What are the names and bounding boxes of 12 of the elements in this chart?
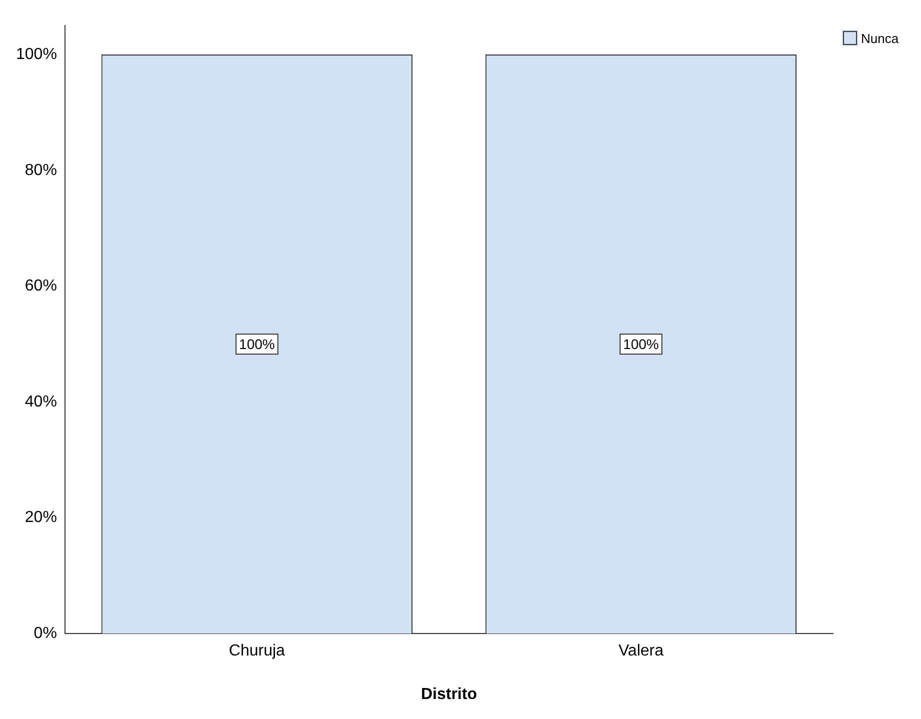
y-tick-label: 40%	[24, 393, 57, 410]
y-tick-label: 100%	[16, 46, 57, 63]
legend-label: Nunca	[861, 30, 899, 46]
y-tick-label: 60%	[24, 278, 57, 295]
data-label: 100%	[623, 336, 659, 352]
x-axis-title: Distrito	[420, 686, 478, 703]
x-tick-label: Valera	[618, 642, 664, 660]
y-tick-label: 80%	[24, 162, 57, 179]
y-tick-label: 0%	[34, 625, 57, 642]
data-label: 100%	[239, 336, 275, 352]
y-tick-label: 20%	[24, 509, 57, 526]
x-tick-label: Churuja	[228, 642, 286, 660]
